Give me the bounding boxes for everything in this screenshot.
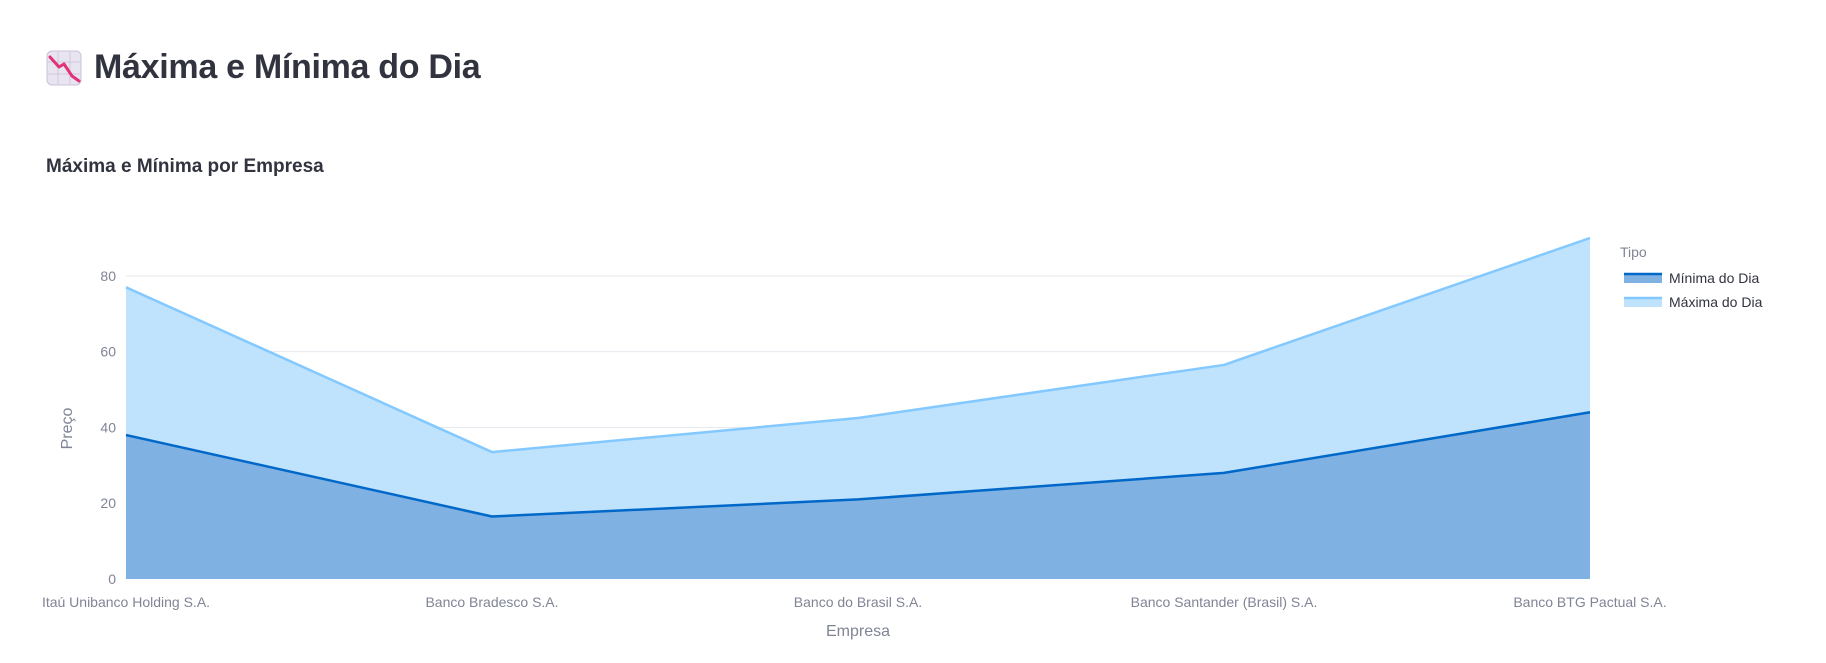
y-tick-label: 40 [100,419,116,435]
y-tick-label: 60 [100,344,116,360]
y-tick-label: 20 [100,495,116,511]
data-point[interactable] [1218,467,1230,479]
data-point[interactable] [1584,406,1596,418]
chart-title: Máxima e Mínima por Empresa [46,156,324,177]
data-point[interactable] [852,412,864,424]
page-header: Máxima e Mínima do Dia [46,48,481,87]
legend[interactable]: Tipo Mínima do Dia Máxima do Dia [1620,244,1763,310]
data-point[interactable] [852,493,864,505]
series-line-maxima [125,236,1591,454]
data-point[interactable] [486,510,498,522]
legend-item-label[interactable]: Mínima do Dia [1669,270,1759,286]
data-point[interactable] [486,446,498,458]
x-tick-label: Banco do Brasil S.A. [794,594,922,610]
series-line-minima [125,411,1591,518]
x-tick-label: Itaú Unibanco Holding S.A. [42,594,210,610]
x-tick-label: Banco BTG Pactual S.A. [1513,594,1666,610]
legend-item-label[interactable]: Máxima do Dia [1669,294,1763,310]
data-point[interactable] [1218,359,1230,371]
page-title: Máxima e Mínima do Dia [94,48,481,86]
data-point[interactable] [120,429,132,441]
x-tick-label: Banco Bradesco S.A. [425,594,558,610]
y-axis-title: Preço [59,408,76,450]
y-axis-ticks: 0 20 40 60 80 [100,268,116,587]
y-tick-label: 80 [100,268,116,284]
data-point[interactable] [1584,232,1596,244]
y-tick-label: 0 [108,571,116,587]
area-fill-minima [126,412,1590,579]
data-point[interactable] [120,281,132,293]
chart-decreasing-icon [46,50,82,86]
x-axis-title: Empresa [826,623,890,640]
legend-swatch [1624,273,1662,283]
area-series [120,232,1596,579]
legend-title: Tipo [1620,244,1647,260]
x-tick-label: Banco Santander (Brasil) S.A. [1131,594,1318,610]
legend-swatch [1624,297,1662,307]
x-axis-ticks: Itaú Unibanco Holding S.A. Banco Bradesco… [42,594,1667,610]
